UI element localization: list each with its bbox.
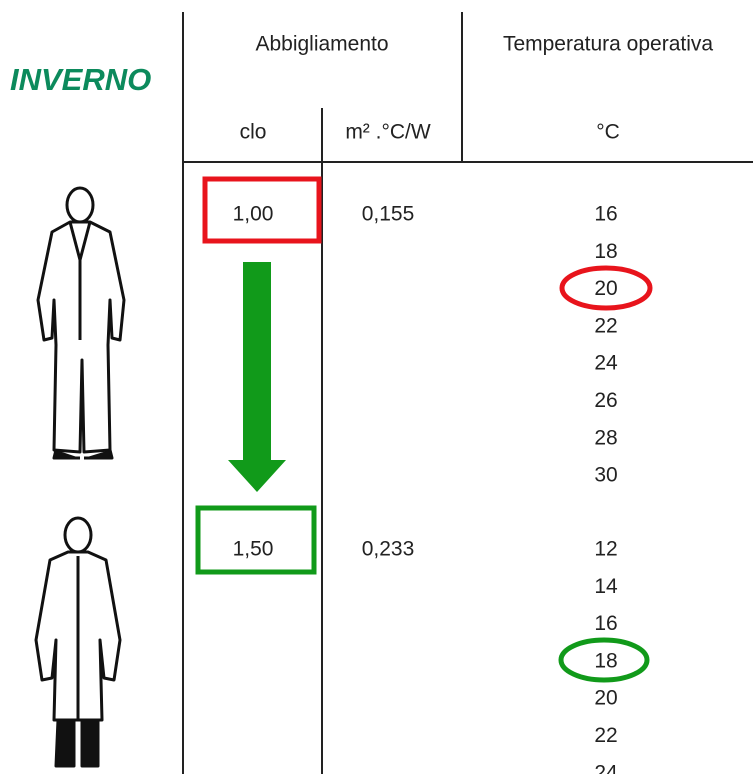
figure-coat — [34, 516, 122, 768]
temperature: 20 — [594, 277, 617, 300]
temperature: 30 — [594, 464, 617, 487]
subheader: clo — [240, 121, 267, 144]
temperature: 24 — [594, 352, 618, 375]
season-label: INVERNO — [10, 62, 151, 97]
temperature: 14 — [594, 575, 618, 598]
highlight-circle — [558, 637, 650, 683]
temperature: 12 — [594, 538, 617, 561]
resistance-value: 0,155 — [362, 203, 415, 226]
table-body: 1,00 0,155 16 18 20 22 24 26 28 30 1,50 0,233 12 14 16… — [233, 203, 618, 774]
clo-value: 1,50 — [233, 538, 274, 561]
temperature: 22 — [594, 314, 617, 337]
subheader: m² .°C/W — [345, 121, 431, 144]
highlight-box — [202, 176, 322, 244]
highlight-box — [195, 505, 317, 575]
temperature: 20 — [594, 687, 617, 710]
header: Abbigliamento — [255, 33, 388, 56]
temperature: 24 — [594, 761, 618, 774]
clo-value: 1,00 — [233, 203, 274, 226]
figure-suit — [36, 186, 126, 460]
temperature: 18 — [594, 240, 617, 263]
temperature: 22 — [594, 724, 617, 747]
temperature: 28 — [594, 426, 617, 449]
arrow — [228, 262, 286, 492]
subheader: °C — [596, 121, 620, 144]
header: Temperatura operativa — [503, 33, 713, 56]
temperature: 16 — [594, 203, 617, 226]
temperature: 18 — [594, 649, 617, 672]
temperature: 16 — [594, 612, 617, 635]
resistance-value: 0,233 — [362, 538, 415, 561]
temperature: 26 — [594, 389, 617, 412]
highlight-circle — [559, 265, 653, 311]
